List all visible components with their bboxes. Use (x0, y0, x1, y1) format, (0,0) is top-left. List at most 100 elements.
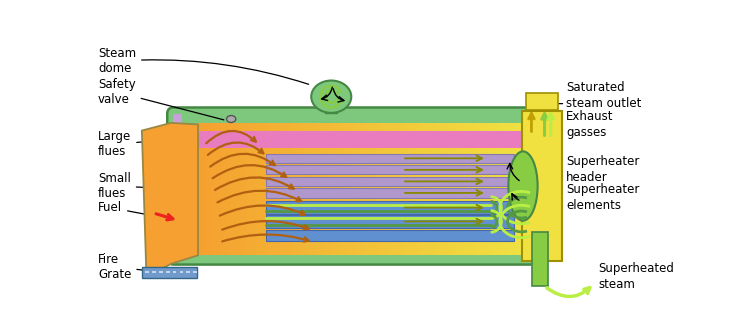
Bar (249, 123, 251, 255)
Bar (265, 123, 266, 255)
Bar (235, 123, 237, 255)
Bar (276, 123, 277, 255)
Bar (284, 123, 286, 255)
Bar (460, 123, 461, 255)
Bar (234, 123, 235, 255)
Bar (427, 123, 429, 255)
Bar (322, 123, 323, 255)
Bar (279, 123, 280, 255)
Text: Superheater
header: Superheater header (566, 155, 640, 184)
Bar (449, 123, 450, 255)
FancyBboxPatch shape (168, 108, 537, 264)
Bar (292, 123, 293, 255)
Bar (262, 123, 263, 255)
Bar (354, 123, 356, 255)
Bar (513, 123, 514, 255)
Bar (213, 123, 214, 255)
Bar (212, 123, 213, 255)
Bar (237, 123, 238, 255)
Bar (211, 123, 212, 255)
Bar (364, 123, 365, 255)
Bar (508, 123, 509, 255)
Bar (281, 123, 282, 255)
Bar (400, 123, 401, 255)
Bar (300, 123, 302, 255)
Bar (377, 123, 378, 255)
Bar (475, 123, 476, 255)
Bar (532, 232, 548, 286)
Text: Fuel: Fuel (98, 201, 165, 218)
Bar (488, 123, 489, 255)
Bar (173, 115, 182, 258)
Bar (362, 123, 363, 255)
Bar (446, 123, 447, 255)
Bar (267, 123, 268, 255)
Text: Superheated
steam: Superheated steam (599, 262, 675, 291)
Bar (201, 123, 202, 255)
Bar (480, 123, 482, 255)
Bar (469, 123, 471, 255)
Bar (506, 123, 508, 255)
Bar (208, 123, 209, 255)
Bar (473, 123, 474, 255)
Bar (266, 230, 514, 241)
Bar (306, 123, 307, 255)
Bar (455, 123, 457, 255)
Bar (266, 215, 514, 228)
Bar (206, 123, 207, 255)
Bar (382, 123, 384, 255)
Bar (489, 123, 490, 255)
Bar (407, 123, 408, 255)
Bar (459, 123, 460, 255)
Text: Small
flues: Small flues (98, 172, 197, 200)
Text: Safety
valve: Safety valve (98, 78, 224, 120)
Bar (501, 123, 502, 255)
Bar (272, 123, 274, 255)
Bar (392, 123, 393, 255)
Bar (496, 123, 497, 255)
Bar (485, 123, 486, 255)
Bar (227, 123, 228, 255)
Bar (298, 123, 300, 255)
Bar (325, 123, 326, 255)
Bar (142, 267, 196, 278)
Bar (462, 123, 463, 255)
Bar (319, 123, 320, 255)
FancyArrowPatch shape (213, 165, 286, 178)
Bar (396, 123, 398, 255)
Bar (260, 123, 261, 255)
Bar (204, 123, 206, 255)
Bar (311, 123, 312, 255)
Bar (375, 123, 376, 255)
Bar (268, 123, 269, 255)
Bar (307, 123, 308, 255)
Bar (406, 123, 407, 255)
Bar (338, 123, 339, 255)
Bar (274, 123, 275, 255)
Bar (340, 123, 342, 255)
Bar (199, 123, 200, 255)
Bar (457, 123, 458, 255)
Bar (372, 123, 373, 255)
Bar (202, 123, 204, 255)
Bar (415, 123, 417, 255)
Bar (450, 123, 452, 255)
Bar (303, 123, 304, 255)
Bar (365, 123, 366, 255)
Bar (517, 123, 518, 255)
FancyArrowPatch shape (218, 191, 301, 202)
Bar (394, 123, 396, 255)
Bar (474, 123, 475, 255)
Bar (323, 123, 324, 255)
Bar (214, 123, 215, 255)
Bar (420, 123, 421, 255)
Bar (333, 123, 334, 255)
Bar (393, 123, 394, 255)
Bar (207, 123, 208, 255)
Bar (331, 123, 333, 255)
Bar (240, 123, 241, 255)
Bar (339, 123, 340, 255)
Bar (232, 123, 234, 255)
Bar (454, 123, 455, 255)
Bar (337, 123, 338, 255)
